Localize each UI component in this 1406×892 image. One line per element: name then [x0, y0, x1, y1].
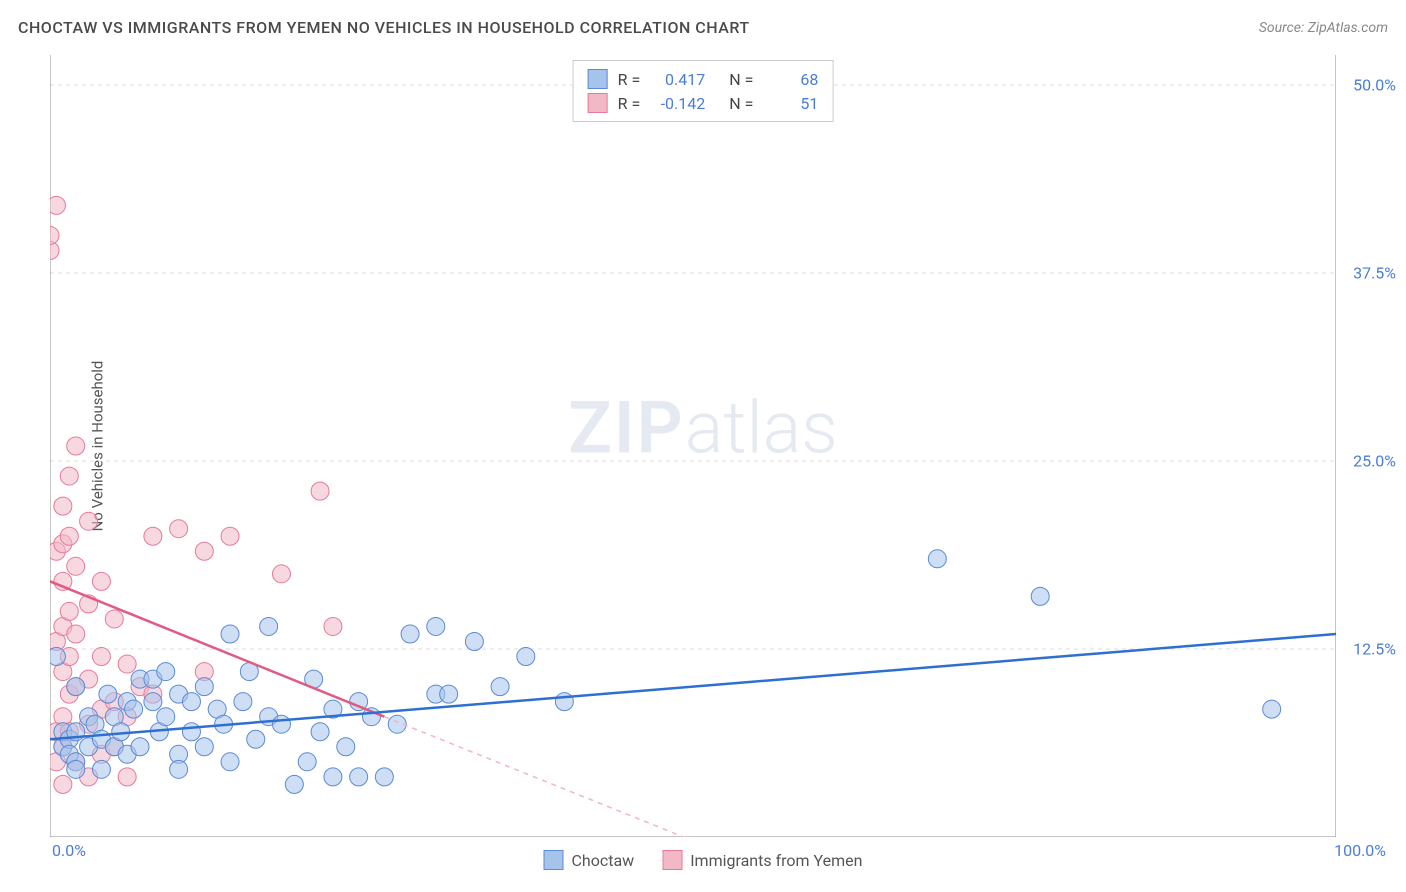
legend-series: Choctaw Immigrants from Yemen [544, 850, 863, 870]
legend-r-label: R = [618, 94, 641, 113]
data-point-series-a [131, 738, 149, 756]
data-point-series-b [221, 527, 239, 545]
legend-row: R = -0.142 N = 51 [588, 91, 819, 115]
x-axis-max-label: 100.0% [1334, 841, 1386, 860]
data-point-series-b [50, 226, 59, 244]
data-point-series-a [928, 550, 946, 568]
data-point-series-a [247, 730, 265, 748]
data-point-series-a [465, 633, 483, 651]
data-point-series-a [92, 760, 110, 778]
chart-title: CHOCTAW VS IMMIGRANTS FROM YEMEN NO VEHI… [18, 18, 750, 37]
data-point-series-a [67, 678, 85, 696]
data-point-series-a [260, 617, 278, 635]
data-point-series-a [67, 760, 85, 778]
data-point-series-b [118, 655, 136, 673]
data-point-series-a [234, 693, 252, 711]
data-point-series-a [491, 678, 509, 696]
data-point-series-a [1263, 700, 1281, 718]
data-point-series-b [170, 520, 188, 538]
data-point-series-a [427, 617, 445, 635]
data-point-series-b [272, 565, 290, 583]
legend-swatch [588, 69, 608, 89]
trend-line-series-a [50, 634, 1336, 739]
plot-area [50, 55, 1336, 837]
data-point-series-a [99, 685, 117, 703]
data-point-series-a [337, 738, 355, 756]
data-point-series-a [221, 753, 239, 771]
source-label: Source: ZipAtlas.com [1259, 20, 1388, 36]
data-point-series-a [157, 663, 175, 681]
legend-r-value: 0.417 [650, 70, 705, 89]
data-point-series-b [195, 542, 213, 560]
data-point-series-a [221, 625, 239, 643]
data-point-series-b [80, 512, 98, 530]
legend-item: Choctaw [544, 850, 635, 870]
legend-swatch [662, 850, 682, 870]
data-point-series-b [60, 527, 78, 545]
data-point-series-b [67, 437, 85, 455]
data-point-series-a [125, 700, 143, 718]
y-axis-tick-label: 12.5% [1353, 640, 1396, 659]
legend-r-value: -0.142 [650, 94, 705, 113]
data-point-series-a [401, 625, 419, 643]
data-point-series-a [50, 648, 65, 666]
data-point-series-a [555, 693, 573, 711]
data-point-series-a [517, 648, 535, 666]
data-point-series-a [144, 693, 162, 711]
legend-correlation: R = 0.417 N = 68 R = -0.142 N = 51 [573, 60, 834, 122]
data-point-series-b [60, 467, 78, 485]
data-point-series-a [1031, 587, 1049, 605]
data-point-series-a [157, 708, 175, 726]
legend-label: Choctaw [572, 851, 635, 870]
data-point-series-a [311, 723, 329, 741]
data-point-series-a [195, 738, 213, 756]
data-point-series-a [182, 723, 200, 741]
y-axis-tick-label: 37.5% [1353, 264, 1396, 283]
legend-n-label: N = [729, 94, 753, 113]
legend-r-label: R = [618, 70, 641, 89]
legend-item: Immigrants from Yemen [662, 850, 862, 870]
legend-row: R = 0.417 N = 68 [588, 67, 819, 91]
data-point-series-a [195, 678, 213, 696]
data-point-series-b [54, 497, 72, 515]
data-point-series-a [170, 760, 188, 778]
data-point-series-b [67, 625, 85, 643]
data-point-series-b [324, 617, 342, 635]
data-point-series-b [54, 775, 72, 793]
data-point-series-a [375, 768, 393, 786]
legend-n-value: 51 [763, 94, 818, 113]
data-point-series-b [311, 482, 329, 500]
data-point-series-a [440, 685, 458, 703]
data-point-series-b [105, 610, 123, 628]
legend-swatch [544, 850, 564, 870]
y-axis-tick-label: 25.0% [1353, 452, 1396, 471]
x-axis-min-label: 0.0% [52, 841, 86, 860]
legend-n-value: 68 [763, 70, 818, 89]
legend-label: Immigrants from Yemen [690, 851, 862, 870]
data-point-series-b [60, 602, 78, 620]
legend-n-label: N = [729, 70, 753, 89]
data-point-series-b [67, 557, 85, 575]
data-point-series-b [144, 527, 162, 545]
data-point-series-b [92, 648, 110, 666]
data-point-series-a [324, 768, 342, 786]
data-point-series-a [350, 768, 368, 786]
data-point-series-a [182, 693, 200, 711]
data-point-series-a [272, 715, 290, 733]
legend-swatch [588, 93, 608, 113]
data-point-series-b [118, 768, 136, 786]
data-point-series-b [50, 196, 65, 214]
trend-line-series-b-extrapolated [384, 717, 796, 837]
data-point-series-b [92, 572, 110, 590]
data-point-series-a [298, 753, 316, 771]
y-axis-tick-label: 50.0% [1353, 76, 1396, 95]
data-point-series-a [285, 775, 303, 793]
